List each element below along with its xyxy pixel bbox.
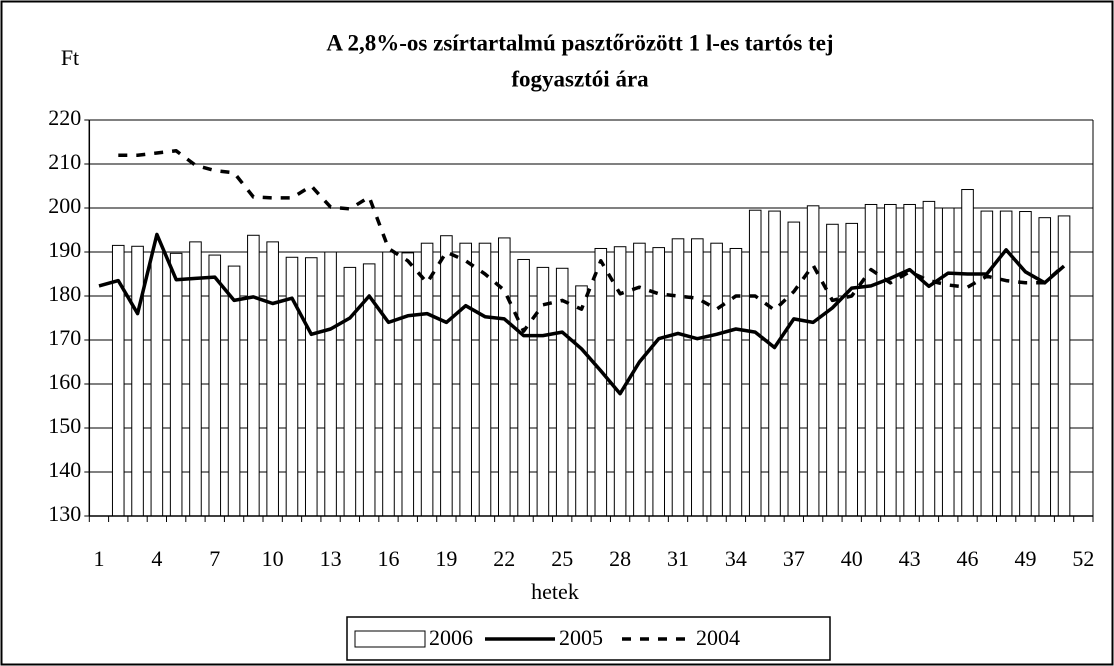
bar [941,207,955,517]
x-tick-label: 28 [609,546,631,571]
bar [633,242,646,517]
x-tick-label: 19 [435,546,457,571]
bar [864,203,878,517]
bar [845,222,859,517]
y-tick-label: 170 [48,325,81,350]
bar [691,238,704,517]
legend-label: 2005 [559,625,603,650]
bar [382,251,395,517]
y-tick-label: 220 [48,105,81,130]
bar [150,251,164,517]
bar [498,237,511,517]
line-series [98,232,1066,396]
chart-title: fogyasztói ára [511,66,649,91]
x-tick-label: 10 [262,546,284,571]
x-tick-label: 13 [320,546,342,571]
chart-title: A 2,8%-os zsírtartalmú pasztőrözött 1 l-… [326,30,833,55]
bar [440,235,453,517]
bar [787,221,801,517]
y-axis-label: Ft [61,45,79,70]
x-tick-label: 25 [551,546,573,571]
legend [346,616,831,661]
x-tick-label: 22 [493,546,515,571]
x-tick-label: 40 [841,546,863,571]
bar [420,242,434,517]
bar [247,234,260,517]
bar [208,254,222,517]
bar [169,252,183,517]
bar [266,241,279,517]
x-tick-label: 37 [783,546,805,571]
bar [884,203,897,517]
bar [459,242,472,517]
bar [285,256,299,517]
bar [613,246,627,517]
x-tick-label: 31 [667,546,689,571]
bar [227,265,241,517]
y-tick-label: 130 [48,501,81,526]
bar [324,251,337,517]
y-tick-label: 210 [48,149,81,174]
y-tick-label: 180 [48,281,81,306]
bar [826,223,839,517]
x-tick-label: 46 [957,546,979,571]
bar [304,257,318,517]
bar [478,242,492,517]
legend-label: 2004 [696,625,740,650]
x-tick-label: 43 [899,546,921,571]
bar [922,200,936,517]
x-tick-label: 49 [1014,546,1036,571]
bar [401,252,415,517]
line-series [118,149,1066,333]
bar [710,242,723,517]
bar [555,267,569,517]
bar [903,203,916,517]
bar [343,266,357,517]
y-tick-label: 190 [48,237,81,262]
y-tick-label: 150 [48,413,81,438]
bar [671,238,685,517]
y-tick-label: 200 [48,193,81,218]
bar [1038,217,1052,517]
bar [806,205,820,517]
bar [131,245,144,517]
bar [729,247,743,517]
bar [575,285,588,517]
x-tick-label: 34 [725,546,747,571]
bar [652,247,665,517]
bar [517,258,530,517]
bar [980,210,994,517]
x-tick-label: 7 [209,546,220,571]
bar [189,241,202,517]
bar [594,247,608,517]
x-tick-label: 4 [151,546,162,571]
bar [961,189,974,517]
bar [1019,211,1032,517]
x-tick-label: 52 [1072,546,1094,571]
bar [748,209,762,517]
x-tick-label: 1 [93,546,104,571]
y-tick-label: 140 [48,457,81,482]
legend-label: 2006 [429,625,473,650]
bar [1057,215,1071,517]
legend-swatch [354,630,426,648]
y-tick-label: 160 [48,369,81,394]
x-tick-label: 16 [377,546,399,571]
bar [768,210,781,517]
x-axis-label: hetek [531,579,579,604]
